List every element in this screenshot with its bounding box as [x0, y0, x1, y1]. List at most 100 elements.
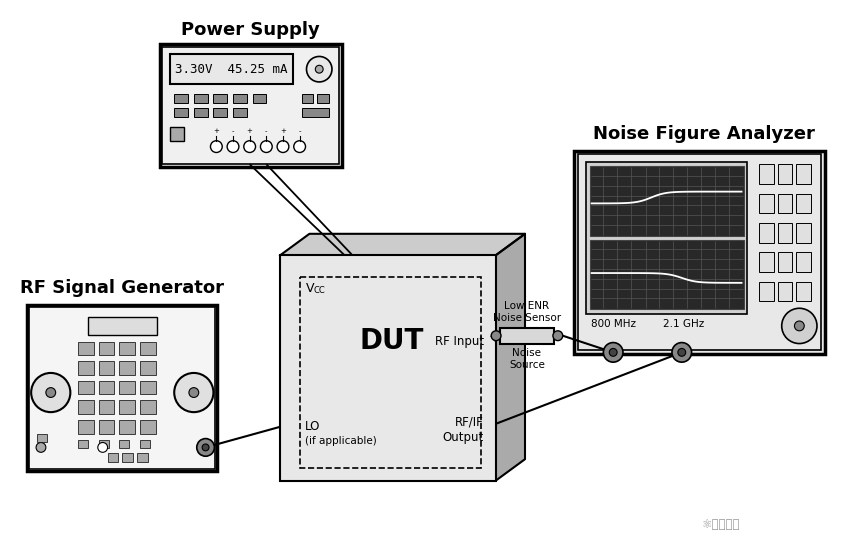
Bar — [29, 307, 215, 469]
Circle shape — [794, 321, 804, 331]
Circle shape — [316, 66, 324, 73]
Bar — [140, 361, 156, 375]
Bar — [302, 94, 313, 103]
Bar — [194, 109, 208, 117]
Bar — [302, 109, 329, 117]
Circle shape — [189, 388, 199, 397]
Bar — [99, 440, 109, 448]
Bar — [253, 94, 266, 103]
Bar — [317, 94, 329, 103]
Bar — [140, 342, 156, 355]
Bar — [99, 420, 114, 434]
Circle shape — [609, 348, 617, 357]
Circle shape — [672, 342, 692, 362]
Bar — [119, 361, 135, 375]
Circle shape — [46, 388, 55, 397]
Bar — [778, 223, 792, 242]
Circle shape — [782, 308, 817, 343]
Bar — [170, 55, 292, 84]
Bar — [778, 252, 792, 272]
Text: +: + — [280, 128, 286, 134]
Bar — [590, 240, 744, 309]
Text: Power Supply: Power Supply — [182, 21, 320, 39]
Circle shape — [604, 342, 623, 362]
Bar — [759, 252, 774, 272]
Bar — [78, 400, 94, 414]
Bar — [99, 400, 114, 414]
Bar — [119, 420, 135, 434]
Bar — [140, 381, 156, 395]
Bar — [78, 361, 94, 375]
Bar — [759, 223, 774, 242]
Bar — [119, 342, 135, 355]
Text: RF Input: RF Input — [435, 335, 484, 347]
Bar — [214, 94, 227, 103]
Bar — [578, 155, 821, 351]
Bar — [119, 400, 135, 414]
Text: (if applicable): (if applicable) — [304, 436, 376, 446]
Circle shape — [678, 348, 686, 357]
Text: Low ENR
Noise Sensor: Low ENR Noise Sensor — [493, 301, 561, 323]
Text: 800 MHz: 800 MHz — [591, 319, 636, 329]
Circle shape — [36, 442, 46, 452]
Circle shape — [491, 331, 501, 341]
Circle shape — [210, 141, 222, 152]
Polygon shape — [280, 234, 525, 256]
Text: 2.1 GHz: 2.1 GHz — [663, 319, 704, 329]
Text: LO: LO — [304, 420, 320, 434]
Bar — [586, 162, 747, 314]
Text: -: - — [265, 128, 267, 134]
Circle shape — [553, 331, 563, 341]
Circle shape — [306, 56, 332, 82]
Bar — [78, 420, 94, 434]
Bar — [99, 381, 114, 395]
Bar — [280, 256, 496, 480]
Text: Noise
Source: Noise Source — [509, 348, 545, 370]
Bar — [759, 282, 774, 301]
Bar — [797, 252, 811, 272]
Bar — [299, 277, 481, 468]
Circle shape — [174, 373, 214, 412]
Bar — [500, 328, 554, 343]
Bar — [759, 194, 774, 213]
Bar — [778, 194, 792, 213]
Bar — [140, 440, 150, 448]
Bar — [778, 164, 792, 184]
Circle shape — [196, 438, 215, 456]
Text: V: V — [305, 282, 314, 295]
Circle shape — [294, 141, 305, 152]
Bar — [194, 94, 208, 103]
Bar — [88, 317, 157, 335]
Bar — [99, 361, 114, 375]
Bar — [37, 434, 47, 442]
Bar — [140, 420, 156, 434]
Text: -: - — [232, 128, 234, 134]
Bar — [27, 305, 217, 471]
Bar — [119, 381, 135, 395]
Bar — [590, 166, 744, 236]
Bar — [119, 440, 129, 448]
Bar — [137, 453, 148, 462]
Bar — [214, 109, 227, 117]
Circle shape — [98, 442, 107, 452]
Circle shape — [260, 141, 272, 152]
Bar — [778, 282, 792, 301]
Bar — [174, 109, 188, 117]
Text: 3.30V  45.25 mA: 3.30V 45.25 mA — [176, 63, 288, 76]
Text: DUT: DUT — [360, 327, 425, 355]
Bar — [759, 164, 774, 184]
Bar — [170, 127, 184, 141]
Bar — [99, 342, 114, 355]
Bar — [797, 223, 811, 242]
Bar — [574, 151, 825, 354]
Text: +: + — [214, 128, 220, 134]
Bar — [174, 94, 188, 103]
Bar — [78, 440, 88, 448]
Bar — [233, 109, 247, 117]
Polygon shape — [496, 234, 525, 480]
Bar — [78, 342, 94, 355]
Text: ⚛海马硬件: ⚛海马硬件 — [702, 518, 740, 531]
Circle shape — [202, 444, 209, 451]
Bar — [140, 400, 156, 414]
Text: CC: CC — [313, 286, 325, 295]
